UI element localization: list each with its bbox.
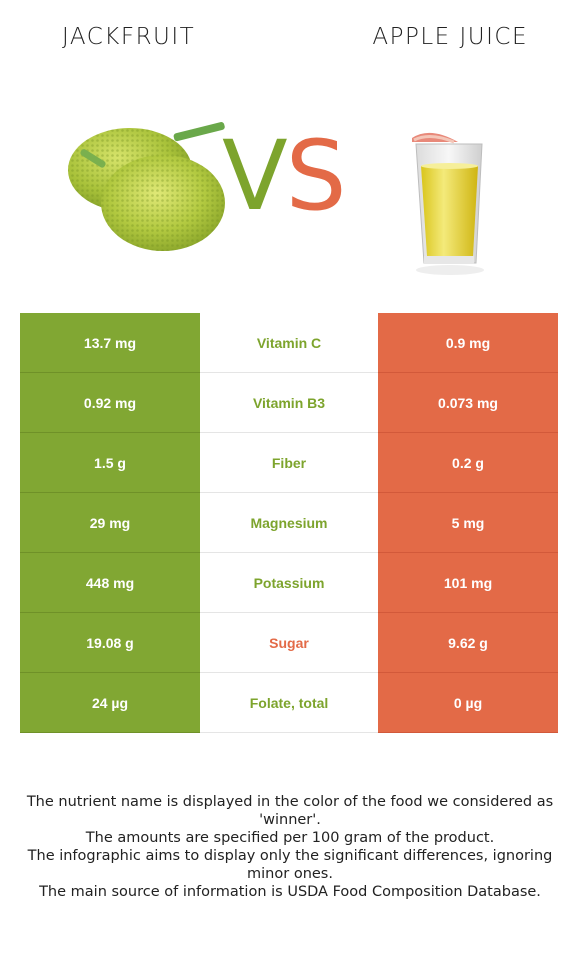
nutrient-name: Potassium [200,553,378,612]
right-value: 5 mg [378,493,558,553]
table-row: 448 mg Potassium 101 mg [20,553,558,613]
comparison-table: 13.7 mg Vitamin C 0.9 mg 0.92 mg Vitamin B3 0… [20,313,558,733]
right-value: 0.2 g [378,433,558,493]
right-value: 0 µg [378,673,558,733]
left-food-title: JACKFRUIT [62,24,196,50]
table-row: 29 mg Magnesium 5 mg [20,493,558,553]
left-value: 29 mg [20,493,200,553]
nutrient-name: Sugar [200,613,378,672]
left-value: 24 µg [20,673,200,733]
nutrient-name: Magnesium [200,493,378,552]
table-row: 1.5 g Fiber 0.2 g [20,433,558,493]
right-value: 0.9 mg [378,313,558,373]
table-row: 0.92 mg Vitamin B3 0.073 mg [20,373,558,433]
right-value: 0.073 mg [378,373,558,433]
footnote-line: The nutrient name is displayed in the co… [26,794,554,828]
table-row: 13.7 mg Vitamin C 0.9 mg [20,313,558,373]
apple-juice-glass-image [412,132,484,275]
nutrient-name: Folate, total [200,673,378,732]
footnote-line: The main source of information is USDA F… [39,884,541,900]
right-value: 101 mg [378,553,558,613]
left-value: 0.92 mg [20,373,200,433]
nutrient-name: Fiber [200,433,378,492]
footnote-line: The amounts are specified per 100 gram o… [85,830,495,846]
right-food-title: APPLE JUICE [372,24,528,50]
vs-s: S [285,120,347,232]
left-value: 1.5 g [20,433,200,493]
right-value: 9.62 g [378,613,558,673]
nutrient-name: Vitamin B3 [200,373,378,432]
left-value: 19.08 g [20,613,200,673]
footnotes: The nutrient name is displayed in the co… [20,793,560,901]
left-value: 13.7 mg [20,313,200,373]
table-row: 24 µg Folate, total 0 µg [20,673,558,733]
vs-v: V [222,120,288,232]
jackfruit-image [68,122,225,251]
vs-label: VS [222,128,347,224]
nutrient-name: Vitamin C [200,313,378,372]
left-value: 448 mg [20,553,200,613]
table-row: 19.08 g Sugar 9.62 g [20,613,558,673]
footnote-line: The infographic aims to display only the… [27,848,553,882]
